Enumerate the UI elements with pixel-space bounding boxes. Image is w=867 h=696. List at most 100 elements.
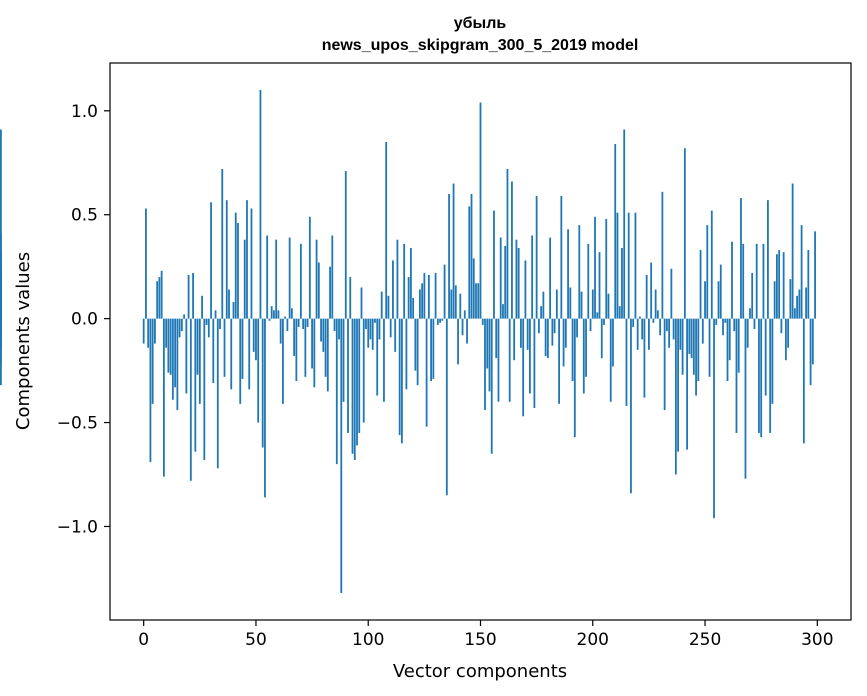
y-tick-label: 1.0 [71, 102, 98, 122]
bar-134 [443, 264, 446, 319]
bar-212 [618, 306, 621, 319]
bar-290 [793, 308, 796, 319]
bar-116 [403, 243, 406, 319]
bar-2 [147, 318, 150, 348]
bar-45 [243, 239, 246, 319]
bar-5 [154, 318, 156, 344]
bar-111 [392, 260, 394, 319]
bar-0 [142, 318, 145, 344]
chart-subtitle: news_upos_skipgram_300_5_2019 model [322, 37, 639, 54]
bar-81 [324, 318, 327, 377]
bar-206 [605, 218, 608, 319]
bar-218 [632, 318, 635, 327]
bar-69 [297, 318, 300, 327]
bar-198 [587, 243, 590, 319]
bar-158 [497, 318, 500, 402]
bar-207 [607, 293, 610, 319]
bar-296 [807, 250, 810, 319]
bar-19 [185, 318, 188, 394]
bar-292 [798, 289, 801, 319]
bar-250 [704, 281, 706, 319]
bar-7 [158, 277, 161, 319]
bar-255 [715, 318, 718, 325]
bar-280 [771, 318, 774, 404]
bar-147 [472, 258, 475, 319]
bar-88 [340, 318, 343, 593]
bar-94 [353, 318, 356, 460]
bar-194 [578, 225, 581, 319]
bar-196 [582, 318, 585, 394]
bar-252 [708, 318, 711, 377]
x-tick-label: 150 [464, 630, 496, 650]
bar-128 [430, 318, 432, 381]
bar-244 [690, 318, 693, 359]
bar-205 [603, 318, 605, 325]
bar-277 [764, 318, 767, 396]
bar-266 [740, 198, 742, 319]
bar-73 [306, 318, 309, 327]
bar-82 [326, 318, 329, 392]
bar-173 [531, 235, 534, 319]
bar-241 [683, 148, 686, 319]
bar-253 [710, 210, 713, 319]
bar-258 [722, 318, 724, 336]
bar-121 [414, 318, 417, 371]
bar-83 [329, 266, 331, 319]
bar-149 [477, 283, 480, 319]
bar-110 [389, 318, 392, 338]
bar-230 [659, 318, 662, 336]
bar-297 [809, 318, 812, 386]
bar-9 [162, 318, 165, 477]
bar-235 [670, 268, 673, 319]
bar-143 [463, 310, 466, 319]
bar-183 [553, 318, 556, 334]
bar-181 [549, 237, 552, 319]
y-tick-label: −1.0 [57, 517, 98, 537]
bar-20 [187, 274, 190, 319]
bar-98 [362, 318, 365, 423]
bar-55 [266, 235, 269, 319]
bar-182 [551, 318, 554, 346]
bar-90 [344, 171, 347, 319]
bar-51 [257, 318, 260, 423]
bar-24 [196, 318, 199, 375]
bar-179 [544, 318, 547, 357]
bar-202 [596, 312, 599, 319]
bar-37 [225, 200, 228, 319]
bar-167 [517, 247, 520, 319]
bar-106 [380, 291, 383, 319]
y-tick-label: 0.0 [71, 310, 98, 330]
bar-3 [149, 318, 152, 463]
bar-254 [713, 318, 715, 519]
bar-62 [282, 318, 284, 404]
bar-65 [288, 237, 291, 319]
bar-195 [580, 291, 583, 319]
x-tick-label: 100 [352, 630, 384, 650]
bar-13 [171, 318, 174, 400]
bar-267 [742, 243, 745, 319]
bar-70 [299, 243, 302, 319]
bar-30 [210, 202, 212, 319]
bar-58 [273, 310, 275, 319]
y-axis-label: Components values [13, 252, 34, 430]
bar-151 [481, 318, 484, 325]
bar-117 [405, 318, 408, 390]
bar-105 [378, 318, 381, 340]
bar-102 [371, 318, 374, 350]
bar-226 [650, 262, 653, 319]
plot-frame [109, 62, 852, 621]
bar-211 [616, 212, 619, 319]
bar-261 [728, 318, 731, 361]
bar-112 [394, 318, 397, 352]
bar-160 [502, 304, 504, 319]
bar-265 [737, 318, 740, 373]
bar-53 [261, 318, 264, 448]
bar-184 [555, 289, 558, 319]
bar-46 [246, 200, 248, 319]
bar-225 [648, 318, 650, 350]
bar-109 [387, 295, 390, 319]
bar-36 [223, 318, 226, 377]
bar-193 [576, 318, 578, 338]
bar-161 [504, 245, 507, 319]
